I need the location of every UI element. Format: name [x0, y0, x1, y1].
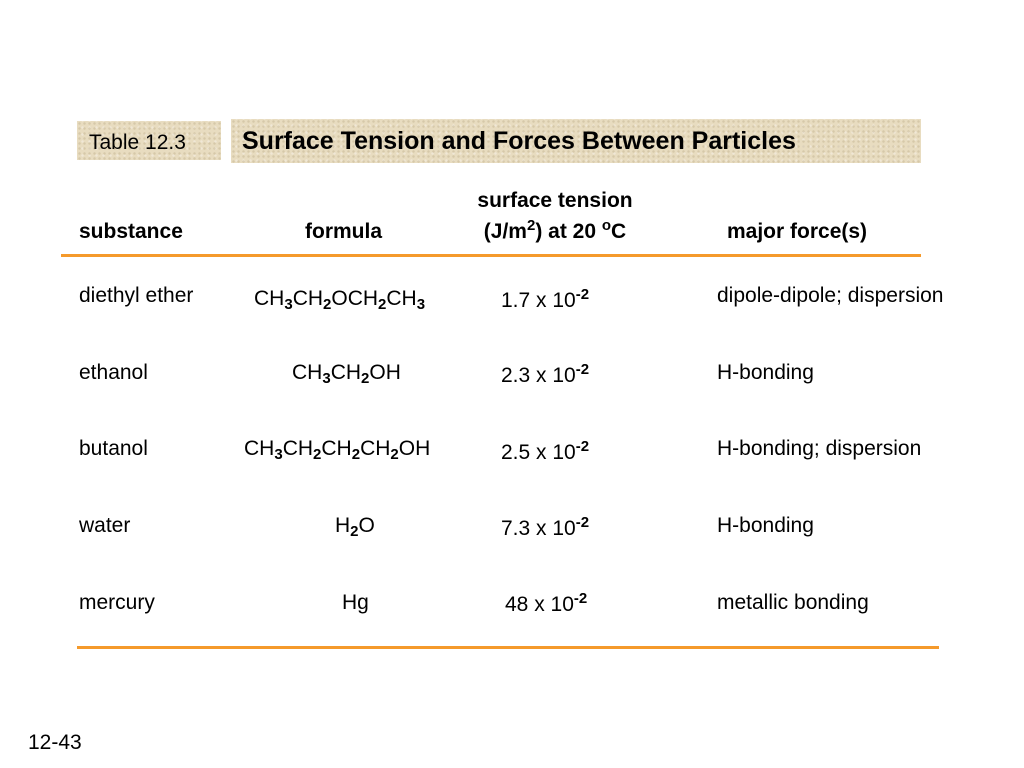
header-surface-tension-line2: (J/m2) at 20 oC [483, 217, 627, 243]
formula-cell: CH3CH2OH [292, 361, 401, 387]
substance-cell: ethanol [79, 361, 148, 384]
header-major-forces: major force(s) [727, 220, 868, 243]
page-number: 12-43 [28, 731, 82, 754]
major-force-cell: H-bonding [717, 361, 814, 384]
surface-tension-cell: 2.3 x 10-2 [501, 361, 590, 387]
substance-cell: water [79, 514, 131, 537]
major-force-cell: H-bonding [717, 514, 814, 537]
table-title: Surface Tension and Forces Between Parti… [242, 127, 796, 155]
major-force-cell: metallic bonding [717, 591, 869, 614]
header-substance: substance [79, 220, 183, 243]
title-box: Surface Tension and Forces Between Parti… [231, 119, 921, 163]
table-label-box: Table 12.3 [77, 121, 221, 160]
substance-cell: diethyl ether [79, 284, 194, 307]
substance-cell: butanol [79, 437, 148, 460]
formula-cell: CH3CH2CH2CH2OH [244, 437, 431, 463]
surface-tension-cell: 1.7 x 10-2 [501, 286, 590, 312]
formula-cell: H2O [335, 514, 375, 540]
substance-cell: mercury [79, 591, 155, 614]
major-force-cell: H-bonding; dispersion [717, 437, 922, 460]
bottom-rule [77, 646, 939, 649]
table-label: Table 12.3 [89, 131, 186, 154]
formula-cell: CH3CH2OCH2CH3 [254, 287, 426, 313]
surface-tension-cell: 2.5 x 10-2 [501, 438, 590, 464]
formula-cell: Hg [342, 591, 369, 614]
header-rule [61, 254, 921, 257]
header-formula: formula [305, 220, 383, 243]
header-surface-tension-line1: surface tension [477, 189, 633, 212]
major-force-cell: dipole-dipole; dispersion [717, 284, 944, 307]
surface-tension-cell: 7.3 x 10-2 [501, 514, 590, 540]
surface-tension-cell: 48 x 10-2 [505, 590, 588, 616]
